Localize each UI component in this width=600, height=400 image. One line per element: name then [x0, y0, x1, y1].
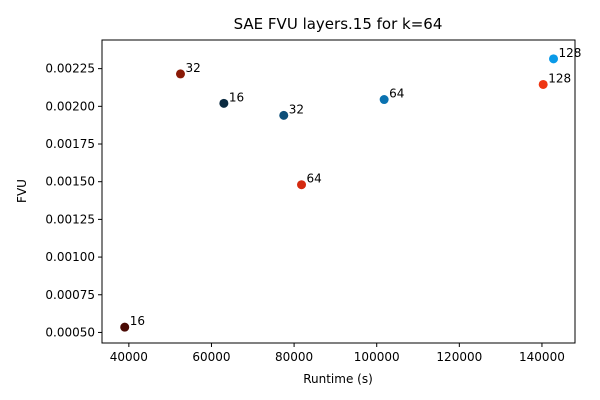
y-axis-label: FVU [15, 179, 29, 203]
x-tick-label: 80000 [275, 350, 313, 364]
data-point [538, 79, 548, 89]
data-point-label: 64 [307, 172, 322, 186]
x-tick-label: 40000 [110, 350, 148, 364]
y-tick-label: 0.00050 [45, 325, 95, 339]
y-tick-label: 0.00075 [45, 288, 95, 302]
data-point [279, 110, 289, 120]
plot-frame [101, 39, 576, 344]
y-tick-label: 0.00150 [45, 175, 95, 189]
y-tick-label: 0.00225 [45, 62, 95, 76]
chart-title: SAE FVU layers.15 for k=64 [234, 15, 443, 33]
data-point [175, 69, 185, 79]
data-point [219, 98, 229, 108]
data-point-label: 16 [229, 90, 244, 104]
y-tick-label: 0.00100 [45, 250, 95, 264]
plot-area: 40000 60000 80000 100000 120000 140000 0.00050… [45, 39, 582, 364]
y-tick-label: 0.00175 [45, 137, 95, 151]
data-point [297, 180, 307, 190]
x-tick-label: 120000 [436, 350, 482, 364]
x-tick-label: 100000 [354, 350, 400, 364]
data-point [120, 322, 130, 332]
data-point-label: 16 [130, 314, 145, 328]
y-tick-label: 0.00125 [45, 212, 95, 226]
x-tick-label: 60000 [192, 350, 230, 364]
x-axis-label: Runtime (s) [303, 372, 373, 386]
data-point-label: 64 [389, 87, 404, 101]
data-point-label: 128 [559, 46, 582, 60]
data-point-label: 32 [289, 102, 304, 116]
y-tick-label: 0.00200 [45, 99, 95, 113]
x-tick-label: 140000 [519, 350, 565, 364]
data-point [379, 95, 389, 105]
data-point-label: 128 [548, 71, 571, 85]
data-point [549, 54, 559, 64]
data-point-label: 32 [185, 61, 200, 75]
